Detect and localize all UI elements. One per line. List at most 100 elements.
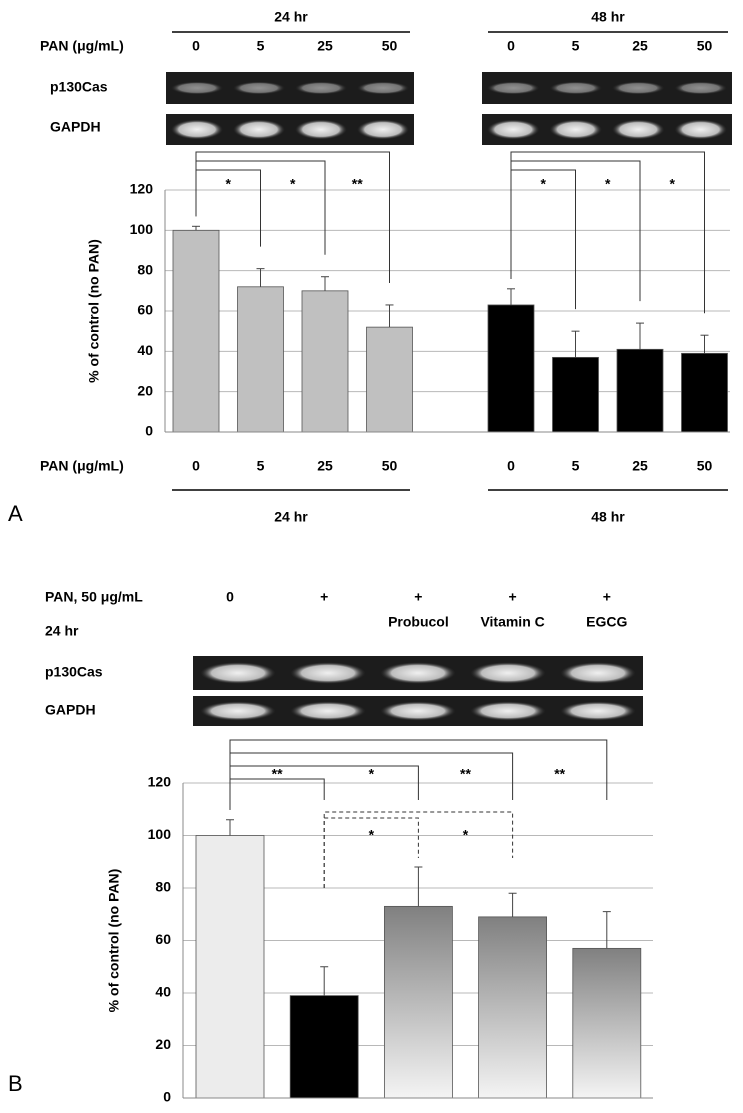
bar [487,304,535,433]
header-label: PAN (μg/mL) [40,38,124,54]
header-category: 50 [382,38,398,54]
blot-band [294,119,348,140]
x-tick-label: 0 [507,458,515,474]
legend-label: 48 hr [591,509,625,525]
x-tick-label: + [414,589,422,605]
header-category: 25 [317,38,333,54]
bar [681,352,728,433]
significance-label: * [541,176,547,192]
significance-label: * [605,176,611,192]
header-label: PAN, 50 μg/mL [45,589,143,605]
y-tick-label: 20 [155,1036,171,1052]
blot-band [232,81,286,95]
blot-band [612,81,665,95]
significance-bracket [323,811,514,888]
bar [366,326,413,433]
x-tick-label: 50 [382,458,398,474]
blot-band [470,662,546,684]
blot-band [470,701,546,721]
significance-label: ** [272,766,283,782]
blot-band [549,119,602,140]
significance-label: * [369,827,375,843]
y-tick-label: 100 [148,826,172,842]
blot-band [560,662,636,684]
header-category: 5 [572,38,580,54]
group-header: 48 hr [591,9,625,25]
significance-bracket [510,151,705,314]
y-tick-label: 80 [137,261,153,277]
x-axis-label: PAN (μg/mL) [40,458,124,474]
y-tick-label: 40 [137,342,153,358]
blot-band [290,662,366,684]
blot-band [200,701,276,721]
x-tick-label: 5 [257,458,265,474]
bar [195,835,265,1099]
blot-label: p130Cas [50,79,108,95]
bar [552,356,599,433]
blot-band [487,119,540,140]
blot-label: p130Cas [45,664,103,680]
blot-band [674,81,727,95]
bar [616,348,664,433]
header-category: 50 [697,38,713,54]
bar [301,290,349,433]
x-tick-label: 5 [572,458,580,474]
x-tick-label: 0 [226,589,234,605]
y-axis-label: % of control (no PAN) [106,869,122,1013]
blot-band [294,81,348,95]
bar [237,286,284,433]
x-tick-label: 25 [317,458,333,474]
y-axis-label: % of control (no PAN) [86,239,102,383]
y-tick-label: 0 [145,423,153,439]
header-category: 5 [257,38,265,54]
y-tick-label: 80 [155,879,171,895]
treatment-label: EGCG [586,614,627,630]
x-tick-label: 0 [192,458,200,474]
bar [289,995,359,1099]
significance-label: * [290,176,296,192]
blot-band [200,662,276,684]
panel-label: B [8,1071,23,1096]
treatment-label: Probucol [388,614,449,630]
significance-label: * [226,176,232,192]
x-tick-label: 50 [697,458,713,474]
significance-label: * [369,766,375,782]
y-tick-label: 120 [130,181,154,197]
x-tick-label: + [603,589,611,605]
significance-label: ** [352,176,363,192]
header-category: 0 [507,38,515,54]
blot-band [170,81,224,95]
bar [572,947,642,1099]
blot-band [356,119,410,140]
blot-band [380,701,456,721]
significance-label: * [670,176,676,192]
blot-band [170,119,224,140]
bar [383,905,453,1099]
blot-band [560,701,636,721]
y-tick-label: 20 [137,382,153,398]
x-tick-label: 25 [632,458,648,474]
legend-label: 24 hr [274,509,308,525]
x-tick-label: + [509,589,517,605]
blot-band [612,119,665,140]
blot-band [290,701,366,721]
blot-band [232,119,286,140]
treatment-label: Vitamin C [480,614,544,630]
group-header: 24 hr [274,9,308,25]
blot-band [549,81,602,95]
time-label: 24 hr [45,623,79,639]
significance-bracket [195,151,390,283]
blot-band [380,662,456,684]
header-category: 0 [192,38,200,54]
y-tick-label: 40 [155,984,171,1000]
y-tick-label: 0 [163,1089,171,1105]
y-tick-label: 60 [155,931,171,947]
panel-label: A [8,501,23,526]
significance-bracket [229,778,325,810]
bar [478,916,548,1099]
blot-label: GAPDH [45,702,96,718]
y-tick-label: 60 [137,302,153,318]
bar [172,229,220,433]
blot-band [356,81,410,95]
